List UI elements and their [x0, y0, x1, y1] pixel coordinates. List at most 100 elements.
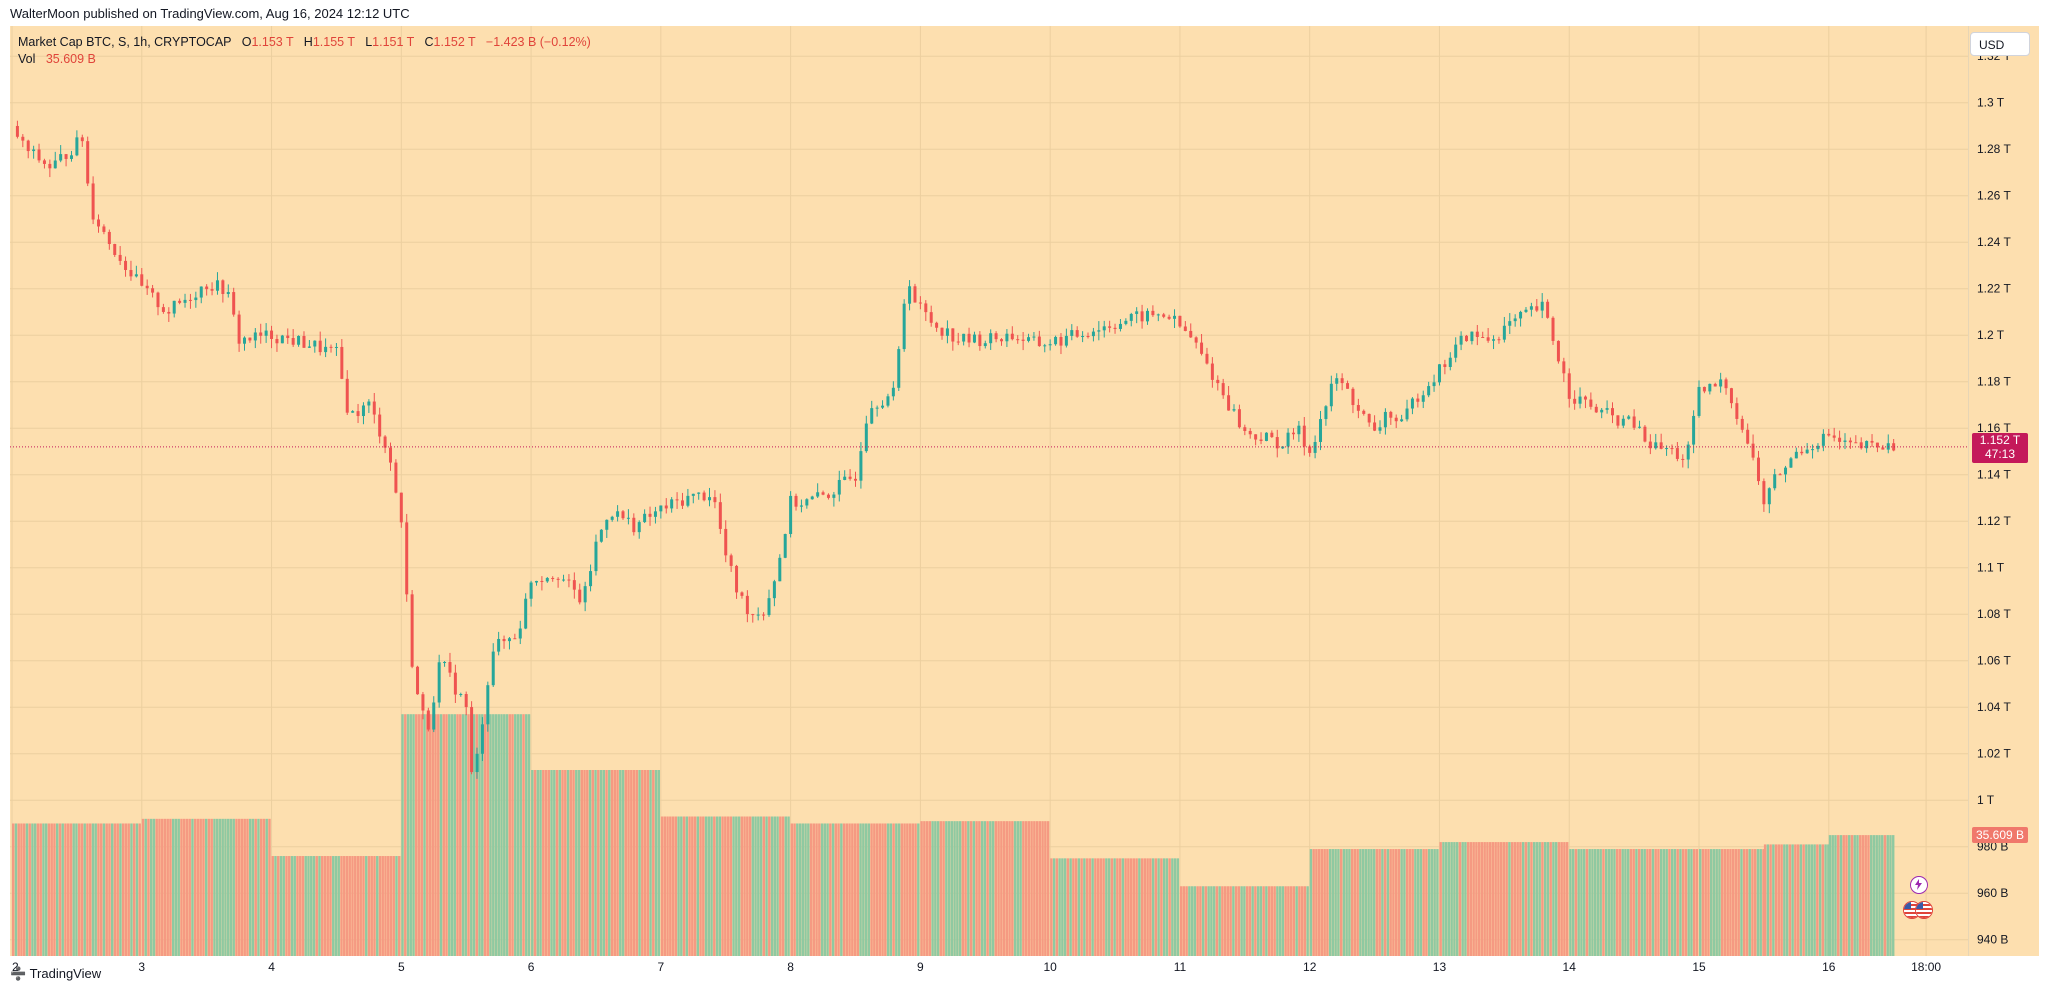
volume-bar — [282, 856, 285, 956]
candle-body — [86, 141, 90, 184]
volume-bar — [1676, 849, 1679, 956]
volume-bar — [351, 856, 354, 956]
volume-bar — [1813, 844, 1816, 956]
chart-pane[interactable]: Market Cap BTC, S, 1h, CRYPTOCAP O1.153 … — [10, 26, 1968, 956]
volume-bar — [1121, 858, 1125, 956]
volume-bar — [1306, 886, 1309, 956]
volume-bar — [1011, 821, 1014, 956]
volume-bar — [177, 818, 180, 956]
volume-bar — [669, 816, 672, 956]
volume-bar — [1196, 886, 1199, 956]
volume-bar — [1315, 849, 1318, 956]
candle-body — [1394, 417, 1398, 422]
candle-body — [388, 447, 392, 463]
volume-bar — [221, 818, 224, 956]
candle-body — [1432, 382, 1436, 387]
volume-bar — [1193, 886, 1197, 956]
candle-body — [837, 479, 841, 495]
volume-bar — [851, 823, 854, 956]
volume-bar — [956, 821, 959, 956]
candle-body — [918, 302, 922, 304]
volume-bar — [1707, 849, 1710, 956]
volume-bar — [31, 823, 34, 956]
candle-body — [178, 300, 182, 303]
volume-bar — [1541, 842, 1544, 956]
price-axis-ticks: 1.32 T1.3 T1.28 T1.26 T1.24 T1.22 T1.2 T… — [1977, 49, 2011, 946]
volume-bar — [845, 823, 849, 956]
lightning-icon[interactable] — [1910, 876, 1928, 894]
volume-label[interactable]: Vol — [18, 52, 36, 66]
candle-body — [221, 280, 225, 294]
volume-bar — [1212, 886, 1216, 956]
volume-bar — [1839, 835, 1843, 956]
candle-body — [843, 476, 847, 480]
candle-body — [545, 577, 549, 582]
candle-body — [172, 300, 176, 314]
time-tick-label: 13 — [1433, 960, 1447, 974]
candle-body — [426, 710, 430, 730]
volume-bar — [577, 770, 581, 956]
candle-body — [1605, 408, 1609, 410]
volume-bar — [326, 856, 329, 956]
chart-frame: Market Cap BTC, S, 1h, CRYPTOCAP O1.153 … — [10, 26, 2039, 974]
volume-bar — [564, 770, 567, 956]
volume-bar — [569, 770, 572, 956]
price-tick-label: 1.1 T — [1977, 561, 2005, 575]
symbol-label[interactable]: Market Cap BTC, S, 1h, CRYPTOCAP — [18, 35, 232, 49]
candle-body — [962, 333, 966, 342]
currency-button[interactable]: USD — [1970, 32, 2030, 56]
volume-bar — [1044, 821, 1047, 956]
volume-bar — [1165, 858, 1169, 956]
candle-body — [653, 511, 657, 517]
volume-bar — [1447, 842, 1451, 956]
volume-bar — [1754, 849, 1757, 956]
candle-body — [1129, 313, 1133, 321]
candle-body — [367, 401, 371, 406]
candle-body — [1702, 386, 1706, 392]
volume-bar — [1143, 858, 1147, 956]
candle-body — [1762, 481, 1766, 505]
candle-body — [1389, 411, 1393, 418]
us-flag-icon-2[interactable] — [1915, 901, 1933, 919]
candle-body — [1189, 330, 1193, 338]
candle-body — [821, 492, 825, 495]
volume-bar — [1416, 849, 1420, 956]
candle-body — [1594, 406, 1598, 413]
price-axis[interactable]: 1.32 T1.3 T1.28 T1.26 T1.24 T1.22 T1.2 T… — [1968, 26, 2039, 956]
candle-body — [1670, 448, 1674, 450]
volume-bar — [1475, 842, 1478, 956]
volume-bar — [1618, 849, 1622, 956]
volume-bar — [1370, 849, 1373, 956]
candle-body — [1600, 409, 1604, 413]
volume-bar — [130, 823, 133, 956]
candle-body — [1621, 418, 1625, 426]
volume-bar — [1769, 844, 1772, 956]
volume-bar — [1455, 842, 1459, 956]
volume-bar — [1199, 886, 1202, 956]
volume-bar — [657, 770, 660, 956]
volume-bar — [1439, 842, 1442, 956]
volume-bar — [1657, 849, 1660, 956]
footer-brand[interactable]: ➗ TradingView — [10, 966, 101, 982]
volume-bar — [359, 856, 362, 956]
volume-bar — [1701, 849, 1705, 956]
volume-bar — [229, 818, 233, 956]
candle-body — [908, 286, 912, 304]
volume-bar — [166, 818, 169, 956]
high-value: 1.155 T — [312, 35, 355, 49]
volume-bar — [389, 856, 393, 956]
volume-bar — [1182, 886, 1186, 956]
volume-bar — [185, 818, 189, 956]
volume-bar — [1510, 842, 1514, 956]
candle-body — [210, 289, 214, 291]
candle-body — [1583, 396, 1587, 400]
chart-canvas[interactable] — [10, 26, 1968, 956]
time-axis[interactable]: 2 3 4 5 6 7 8 9 10 11 12 13 14 15 16 18:00 — [10, 956, 2038, 978]
volume-bar — [450, 714, 454, 956]
candle-body — [1346, 383, 1350, 389]
candle-body — [572, 580, 576, 590]
volume-bar — [1477, 842, 1481, 956]
volume-bar — [1513, 842, 1517, 956]
volume-bar — [539, 770, 542, 956]
volume-bar — [1436, 849, 1439, 956]
